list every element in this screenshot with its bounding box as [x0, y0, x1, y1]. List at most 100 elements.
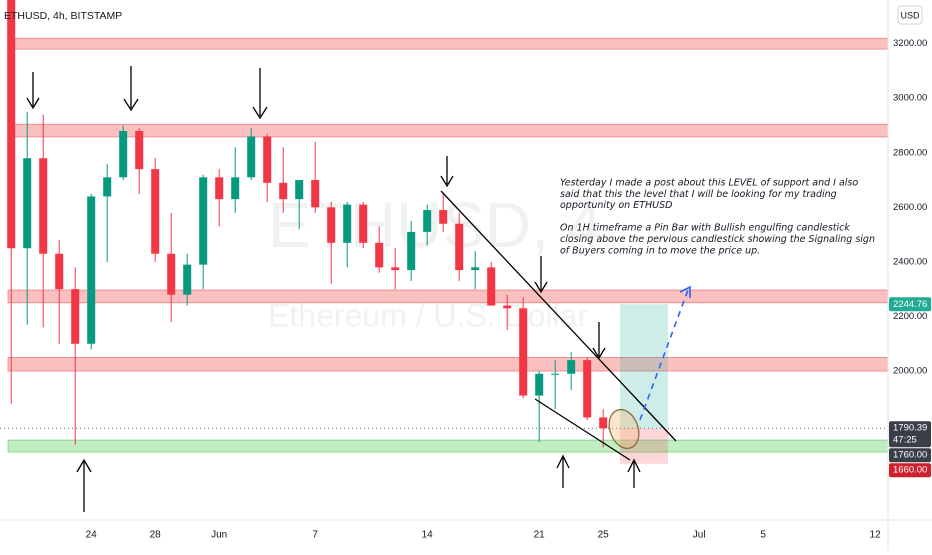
- annotation-line: On 1H timeframe a Pin Bar with Bullish e…: [560, 223, 850, 234]
- trendline: [534, 398, 631, 461]
- price-tag-label: 1760.00: [893, 450, 927, 461]
- price-tag: [889, 297, 931, 312]
- candle-body: [247, 136, 256, 178]
- projection-arrow: [639, 289, 689, 421]
- candle-body: [55, 253, 64, 290]
- candle-body: [391, 267, 400, 271]
- drawings: [26, 66, 691, 512]
- candle-body: [439, 210, 448, 224]
- candle-body: [519, 308, 528, 396]
- candle-body: [567, 360, 576, 374]
- y-tick-label: 2000.00: [893, 366, 927, 377]
- candle-body: [215, 177, 224, 200]
- candle-body: [151, 169, 160, 254]
- arrow: [592, 322, 606, 360]
- price-tag: [889, 421, 931, 448]
- watermark-subtitle: Ethereum / U.S. Dollar: [268, 297, 588, 333]
- candle-body: [423, 210, 432, 232]
- candle-body: [583, 360, 592, 418]
- price-tag: [889, 448, 931, 463]
- zone: [7, 357, 888, 372]
- arrow: [556, 454, 570, 488]
- arrow: [627, 458, 641, 488]
- currency-button-label[interactable]: USD: [900, 10, 920, 20]
- annotation-line: opportunity on ETHUSD: [560, 200, 672, 211]
- candle-body: [199, 177, 208, 265]
- candle-body: [487, 267, 496, 306]
- candle-body: [103, 177, 112, 197]
- price-tag: [889, 463, 931, 478]
- candle-body: [375, 242, 384, 268]
- price-tag-label: 1790.39: [893, 423, 927, 434]
- annotation-line: Yesterday I made a post about this LEVEL…: [560, 178, 858, 189]
- y-tick-label: 2200.00: [893, 311, 927, 322]
- countdown: 47:25: [893, 435, 917, 446]
- zone: [7, 289, 888, 304]
- trendline: [440, 190, 677, 442]
- y-tick-label: 2600.00: [893, 202, 927, 213]
- candle-body: [311, 180, 320, 208]
- zones: [7, 37, 888, 453]
- arrow: [123, 66, 139, 112]
- x-tick-label: Jun: [211, 530, 227, 541]
- zone: [7, 439, 888, 453]
- candle-body: [7, 0, 16, 249]
- stop-zone: [620, 428, 668, 464]
- candle-body: [279, 182, 288, 200]
- projection-arrow-head: [679, 285, 691, 298]
- candle-body: [167, 253, 176, 295]
- candle-body: [455, 223, 464, 271]
- annotation-line: said that this the level that I will be …: [560, 189, 837, 200]
- candle-body: [599, 417, 608, 429]
- x-tick-label: 7: [312, 530, 318, 541]
- candle-body: [471, 267, 480, 271]
- candle-body: [23, 158, 32, 249]
- y-tick-label: 3000.00: [893, 93, 927, 104]
- candle-body: [551, 373, 560, 375]
- x-tick-label: 25: [598, 530, 610, 541]
- x-tick-label: 24: [86, 530, 98, 541]
- annotation-line: of Buyers coming in to move the price up…: [560, 245, 760, 256]
- candle-body: [135, 130, 144, 170]
- annotation-line: closing above the pervious candlestick s…: [560, 234, 875, 245]
- y-tick-label: 3200.00: [893, 38, 927, 49]
- y-tick-label: 2400.00: [893, 256, 927, 267]
- zone: [7, 37, 888, 50]
- watermark: ETHUSD, 4: [268, 189, 602, 261]
- arrow: [534, 256, 548, 294]
- x-tick-label: 5: [760, 530, 766, 541]
- price-tag-label: 1660.00: [893, 465, 927, 476]
- candle-body: [71, 289, 80, 344]
- annotation: Yesterday I made a post about this LEVEL…: [560, 178, 875, 257]
- candle-body: [503, 305, 512, 309]
- arrow: [76, 458, 92, 512]
- x-tick-label: Jul: [693, 530, 706, 541]
- axes: 3200.00 3000.00 2800.00 2600.00 2400.00 2200.…: [86, 38, 931, 541]
- candle-body: [39, 158, 48, 254]
- candle-body: [183, 264, 192, 295]
- candle-body: [263, 136, 272, 183]
- candle-body: [327, 207, 336, 243]
- candles: [7, 0, 608, 448]
- arrow: [252, 68, 268, 120]
- candle-body: [87, 196, 96, 344]
- pin-bar-highlight: [608, 408, 640, 450]
- candle-body: [231, 177, 240, 200]
- price-tag-label: 2244.76: [893, 299, 927, 310]
- arrow: [440, 156, 454, 188]
- candle-body: [359, 204, 368, 243]
- candle-body: [295, 180, 304, 200]
- candle-body: [407, 231, 416, 271]
- y-tick-label: 2800.00: [893, 147, 927, 158]
- candle-body: [119, 130, 128, 178]
- x-tick-label: 14: [422, 530, 434, 541]
- currency-button[interactable]: [897, 5, 923, 25]
- candle-body: [535, 373, 544, 396]
- x-tick-label: 28: [150, 530, 162, 541]
- x-tick-label: 21: [534, 530, 546, 541]
- candle-body: [343, 204, 352, 243]
- arrow: [26, 72, 40, 110]
